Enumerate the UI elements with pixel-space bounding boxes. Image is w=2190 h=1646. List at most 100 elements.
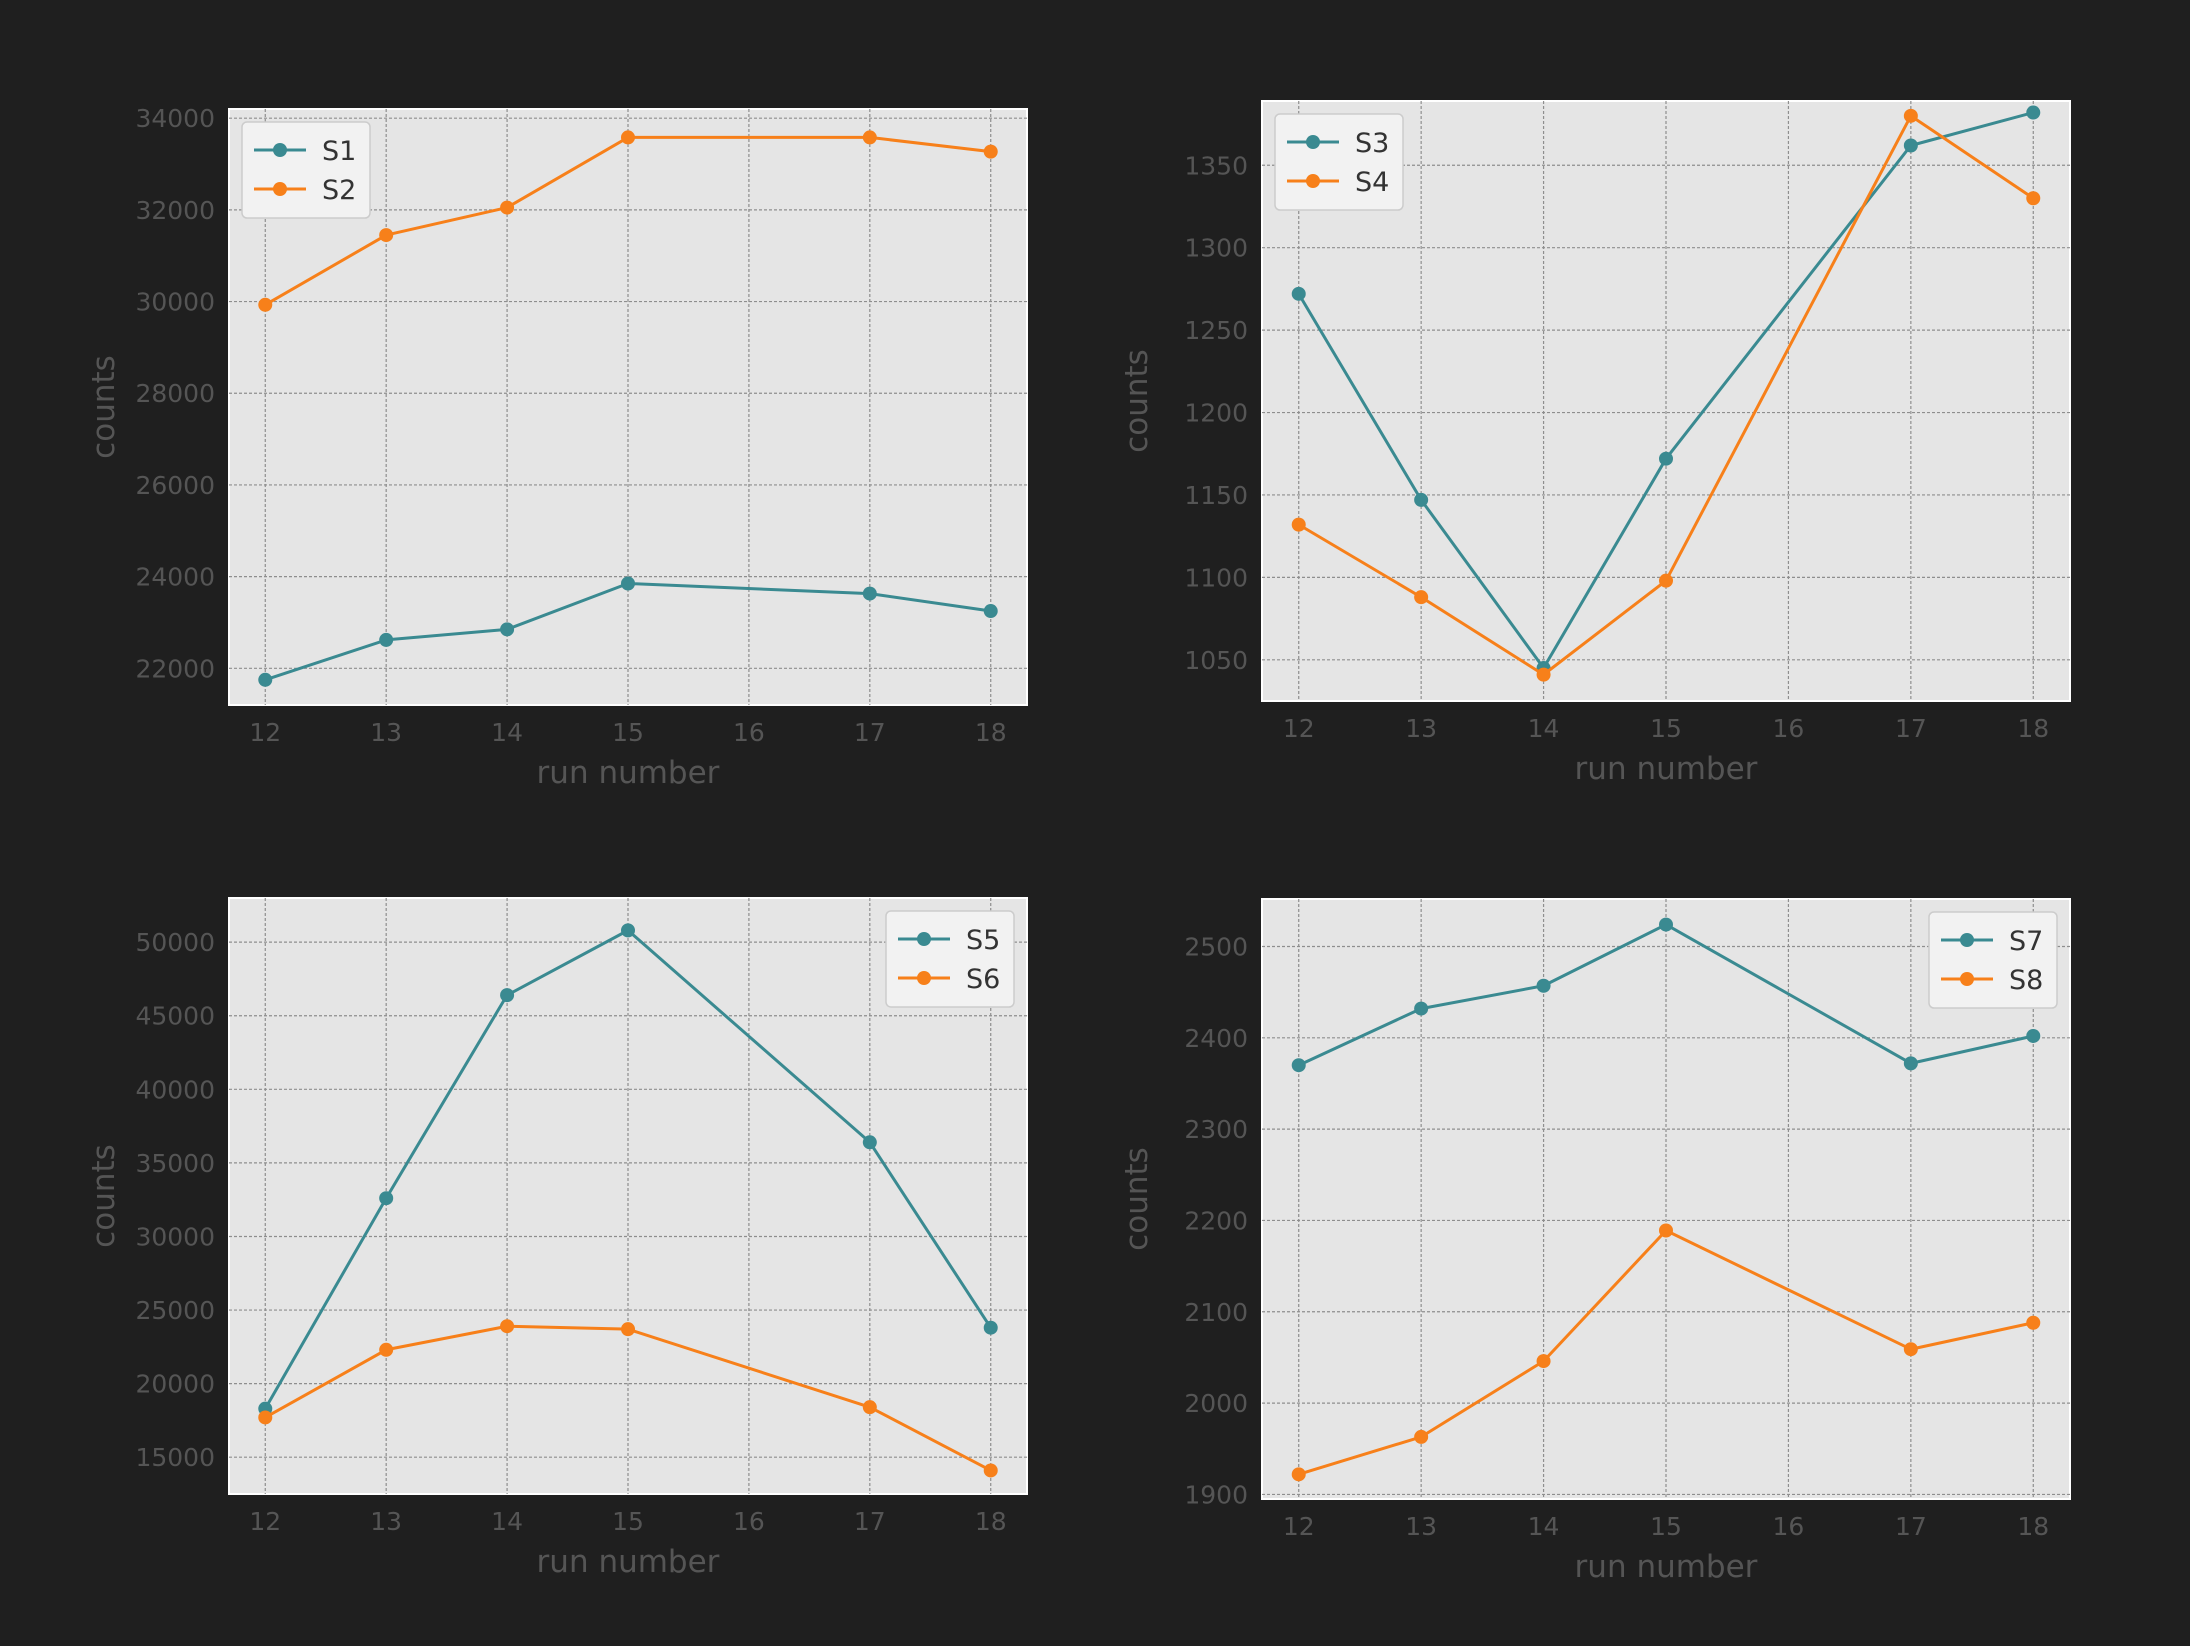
x-tick-label: 15 bbox=[612, 718, 644, 747]
x-tick-label: 17 bbox=[854, 718, 886, 747]
legend-marker-s3 bbox=[1306, 135, 1320, 149]
y-axis-label: counts bbox=[86, 355, 122, 459]
series-line-s3 bbox=[1297, 111, 2034, 670]
data-point-s3 bbox=[1414, 492, 1429, 507]
data-point-s3 bbox=[2026, 105, 2041, 120]
data-point-s4 bbox=[1536, 667, 1551, 682]
series-line-s4 bbox=[1297, 114, 2035, 677]
data-point-s1 bbox=[379, 632, 394, 647]
x-tick-label: 18 bbox=[2017, 1512, 2049, 1541]
x-tick-label: 14 bbox=[491, 1507, 523, 1536]
data-point-s8 bbox=[2026, 1315, 2041, 1330]
data-point-s1 bbox=[621, 576, 635, 591]
y-axis-label: counts bbox=[1119, 1147, 1155, 1251]
x-tick-label: 13 bbox=[1405, 1512, 1437, 1541]
data-point-s2 bbox=[983, 144, 998, 159]
chart-panel-3: 12 13 14 15 16 17 18 15000 20000 25000 30000 35000 4… bbox=[86, 897, 1028, 1580]
y-tick-label: 2100 bbox=[1184, 1298, 1248, 1327]
data-point-s7 bbox=[1903, 1056, 1918, 1071]
data-point-s6 bbox=[500, 1319, 515, 1334]
chart-panel-2: 12 13 14 15 16 17 18 1050 1100 1150 1200 1250 1300 13… bbox=[1119, 100, 2071, 787]
x-tick-label: 12 bbox=[1283, 1512, 1315, 1541]
legend-label-s1: S1 bbox=[322, 136, 356, 167]
series-line-s6 bbox=[264, 1324, 992, 1472]
y-tick-label: 2300 bbox=[1184, 1115, 1248, 1144]
legend-marker-s2 bbox=[273, 182, 287, 196]
y-tick-label: 1350 bbox=[1184, 151, 1248, 180]
x-tick-label: 16 bbox=[1773, 714, 1805, 743]
data-point-s4 bbox=[1659, 573, 1673, 588]
data-point-s1 bbox=[862, 586, 877, 601]
x-tick-label: 15 bbox=[1650, 714, 1682, 743]
data-point-s8 bbox=[1903, 1342, 1918, 1357]
x-tick-label: 15 bbox=[612, 1507, 644, 1536]
data-point-s5 bbox=[500, 988, 515, 1003]
y-tick-label: 1250 bbox=[1184, 316, 1248, 345]
y-tick-label: 2400 bbox=[1184, 1024, 1248, 1053]
x-axis-label: run number bbox=[537, 755, 720, 791]
data-point-s4 bbox=[2026, 191, 2041, 206]
chart-panel-4: 12 13 14 15 16 17 18 1900 2000 2100 2200 2300 2400 25… bbox=[1119, 898, 2071, 1585]
data-point-s6 bbox=[621, 1322, 635, 1337]
data-point-s1 bbox=[258, 672, 273, 687]
data-point-s6 bbox=[258, 1410, 273, 1425]
legend-marker-s8 bbox=[1960, 972, 1974, 986]
legend-label-s8: S8 bbox=[2009, 965, 2043, 996]
legend-box bbox=[1274, 113, 1404, 211]
x-tick-label: 16 bbox=[1773, 1512, 1805, 1541]
y-tick-label: 45000 bbox=[135, 1002, 215, 1031]
legend-label-s4: S4 bbox=[1355, 167, 1389, 198]
y-tick-label: 1200 bbox=[1184, 399, 1248, 428]
x-axis-label: run number bbox=[1575, 1549, 1758, 1585]
x-tick-label: 14 bbox=[491, 718, 523, 747]
legend-marker-s7 bbox=[1960, 933, 1974, 947]
data-point-s5 bbox=[621, 923, 635, 938]
x-tick-label: 12 bbox=[1283, 714, 1315, 743]
x-tick-label: 13 bbox=[1405, 714, 1437, 743]
y-tick-label: 1150 bbox=[1184, 481, 1248, 510]
legend-label-s3: S3 bbox=[1355, 128, 1389, 159]
x-tick-label: 15 bbox=[1650, 1512, 1682, 1541]
y-tick-label: 24000 bbox=[135, 563, 215, 592]
data-point-s1 bbox=[983, 604, 998, 619]
data-point-s4 bbox=[1903, 108, 1918, 123]
y-tick-label: 20000 bbox=[135, 1370, 215, 1399]
x-tick-label: 12 bbox=[249, 1507, 281, 1536]
y-tick-label: 34000 bbox=[135, 104, 215, 133]
x-tick-label: 12 bbox=[249, 718, 281, 747]
x-tick-label: 13 bbox=[370, 1507, 402, 1536]
y-tick-label: 35000 bbox=[135, 1149, 215, 1178]
data-point-s5 bbox=[983, 1320, 998, 1335]
y-tick-label: 50000 bbox=[135, 928, 215, 957]
data-point-s4 bbox=[1414, 590, 1429, 605]
data-point-s8 bbox=[1291, 1467, 1306, 1482]
x-tick-label: 16 bbox=[733, 1507, 765, 1536]
y-tick-label: 30000 bbox=[135, 1222, 215, 1251]
y-tick-label: 2000 bbox=[1184, 1389, 1248, 1418]
legend-marker-s6 bbox=[917, 971, 931, 985]
x-tick-label: 17 bbox=[1895, 714, 1927, 743]
y-tick-label: 26000 bbox=[135, 471, 215, 500]
x-tick-label: 18 bbox=[975, 718, 1007, 747]
legend-box bbox=[885, 910, 1015, 1008]
data-point-s6 bbox=[862, 1400, 877, 1415]
legend-label-s7: S7 bbox=[2009, 926, 2043, 957]
legend-label-s5: S5 bbox=[966, 925, 1000, 956]
series-line-s7 bbox=[1298, 923, 2034, 1067]
data-point-s5 bbox=[862, 1135, 877, 1150]
y-tick-label: 40000 bbox=[135, 1075, 215, 1104]
x-tick-label: 17 bbox=[854, 1507, 886, 1536]
data-point-s2 bbox=[621, 130, 635, 145]
x-axis-label: run number bbox=[1575, 751, 1758, 787]
y-tick-label: 22000 bbox=[135, 654, 215, 683]
legend-box bbox=[1928, 911, 2058, 1009]
x-tick-label: 13 bbox=[370, 718, 402, 747]
series-line-s8 bbox=[1298, 1229, 2034, 1476]
data-point-s2 bbox=[379, 228, 394, 243]
data-point-s2 bbox=[862, 130, 877, 145]
x-tick-label: 14 bbox=[1528, 1512, 1560, 1541]
data-point-s7 bbox=[1659, 917, 1673, 932]
